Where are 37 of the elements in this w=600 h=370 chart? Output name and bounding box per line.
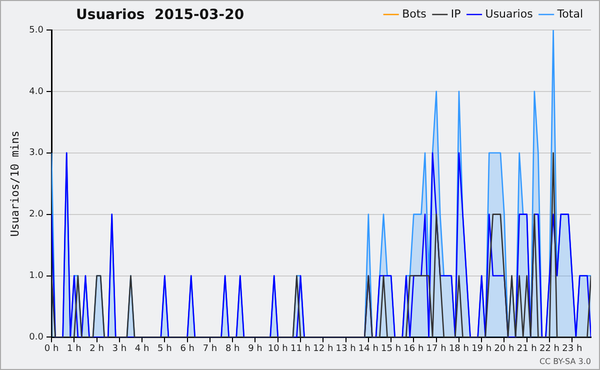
x-tick-label: 7 h — [202, 344, 218, 354]
x-tick-label: 16 h — [404, 344, 424, 354]
x-tick-label: 13 h — [336, 344, 356, 354]
y-tick-label: 0.0 — [29, 332, 44, 343]
x-tick-label: 11 h — [290, 344, 311, 354]
x-tick-label: 9 h — [248, 344, 262, 354]
x-tick-label: 5 h — [158, 344, 172, 354]
x-tick-label: 22 h — [539, 344, 560, 354]
legend-label: IP — [450, 7, 462, 20]
y-tick-label: 2.0 — [29, 210, 44, 220]
x-tick-label: 3 h — [112, 344, 127, 354]
x-tick-label: 19 h — [472, 344, 492, 354]
y-tick-label: 5.0 — [29, 25, 44, 36]
x-tick-label: 17 h — [426, 344, 446, 354]
legend-label: Usuarios — [485, 7, 534, 20]
chart-title: Usuarios 2015-03-20 — [76, 7, 244, 23]
x-tick-label: 14 h — [358, 344, 378, 354]
x-tick-label: 4 h — [134, 344, 150, 354]
x-tick-label: 18 h — [448, 344, 469, 354]
x-tick-label: 0 h — [44, 344, 59, 354]
y-tick-label: 3.0 — [29, 148, 44, 158]
y-axis-title: Usuarios/10 mins — [8, 130, 22, 237]
x-tick-label: 23 h — [562, 344, 582, 354]
x-tick-label: 21 h — [516, 344, 537, 354]
x-tick-label: 15 h — [381, 344, 402, 354]
legend-label: Bots — [402, 7, 427, 20]
y-tick-label: 1.0 — [29, 271, 44, 282]
x-tick-label: 20 h — [494, 344, 514, 354]
x-tick-label: 1 h — [67, 344, 82, 354]
x-tick-label: 8 h — [225, 344, 240, 354]
x-tick-label: 2 h — [90, 344, 104, 354]
x-tick-label: 10 h — [268, 344, 288, 354]
legend-label: Total — [556, 7, 584, 20]
x-tick-label: 12 h — [313, 344, 334, 354]
x-tick-label: 6 h — [180, 344, 194, 354]
y-tick-label: 4.0 — [29, 86, 44, 97]
text: CC BY-SA 3.0 — [539, 357, 591, 366]
